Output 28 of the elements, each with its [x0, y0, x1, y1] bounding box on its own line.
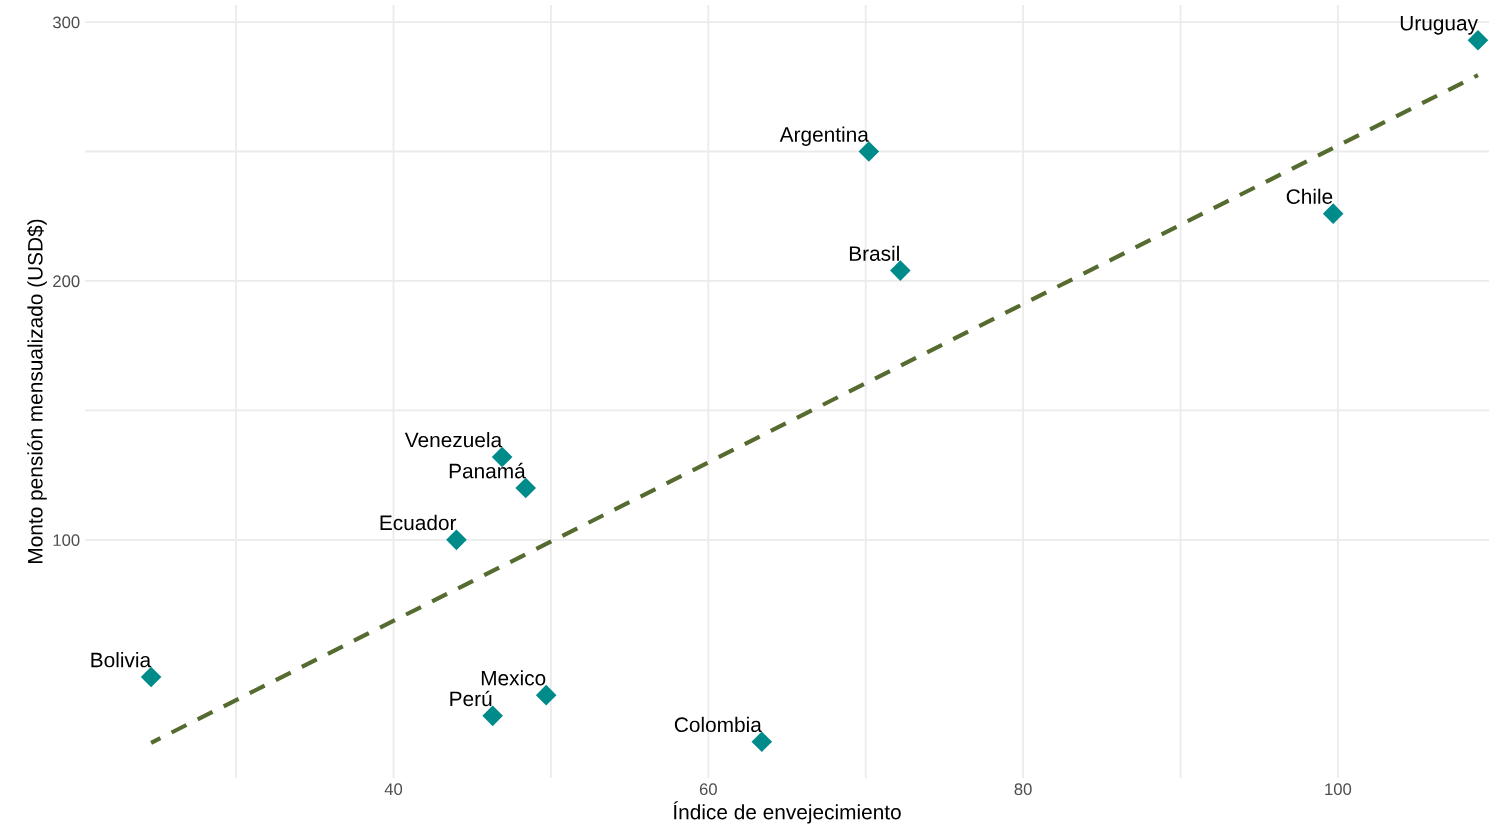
y-tick-label: 100 [53, 534, 80, 547]
point [140, 666, 162, 688]
annotation: Uruguay [1400, 16, 1478, 35]
y-axis-title: Monto pensión mensualizado (USD$) [27, 219, 47, 563]
point [515, 477, 537, 499]
annotation: Brasil [849, 245, 899, 261]
point [751, 731, 773, 753]
annotation: Perú [450, 690, 492, 707]
point [482, 705, 503, 727]
y-tick-label: 200 [53, 275, 80, 288]
y-tick-label: 300 [52, 16, 80, 29]
annotation: Colombia [674, 716, 762, 733]
x-axis-title: Índice de envejecimiento [673, 801, 901, 824]
x-tick-label: 100 [1325, 783, 1352, 796]
annotation: Chile [1286, 188, 1333, 204]
annotation: Bolivia [91, 652, 152, 668]
annotation: Ecuador [380, 514, 457, 531]
annotation: Argentina [779, 126, 869, 146]
x-tick-label: 60 [699, 783, 717, 796]
point [890, 260, 911, 281]
annotation: Mexico [481, 670, 546, 686]
annotation: Venezuela [404, 432, 503, 448]
x-tick-label: 40 [384, 783, 403, 796]
point [1322, 203, 1344, 224]
point [535, 684, 557, 706]
point [446, 529, 467, 551]
annotation: Panamá [449, 462, 526, 479]
x-tick-label: 80 [1014, 783, 1032, 796]
